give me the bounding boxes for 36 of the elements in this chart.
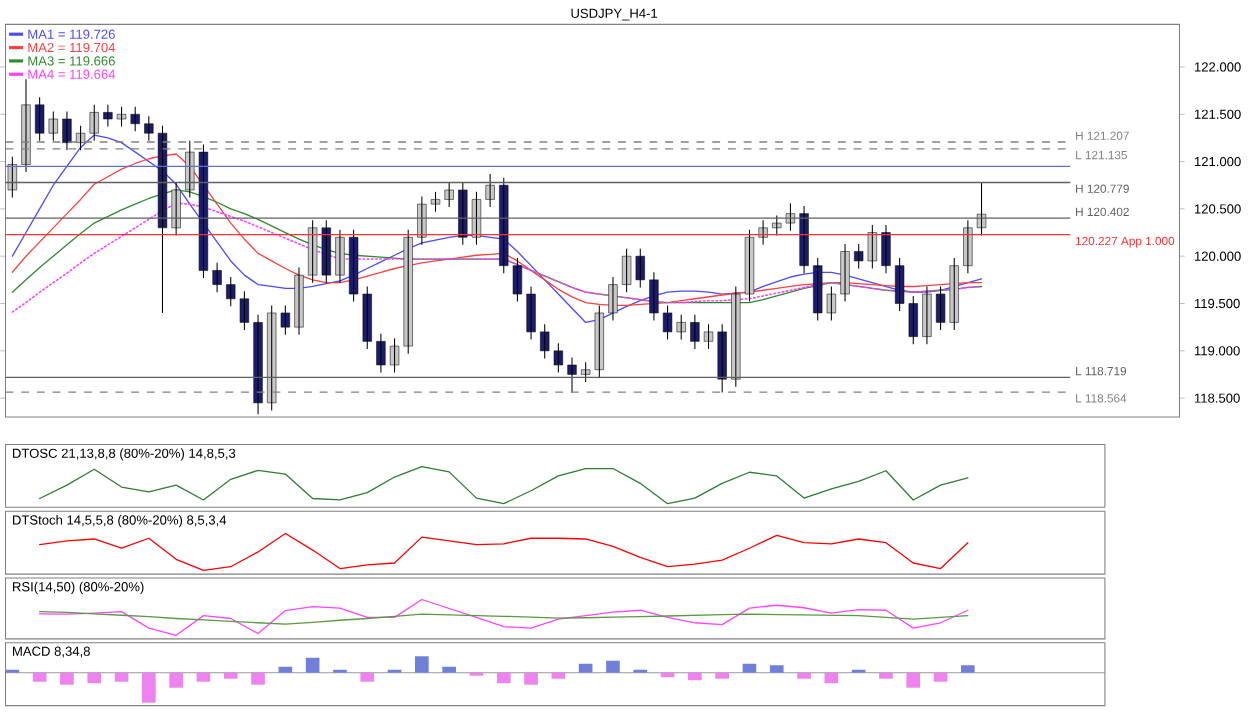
bar [251, 673, 265, 685]
bar [961, 665, 975, 674]
bar [32, 673, 47, 683]
bar [715, 673, 729, 680]
bar [169, 673, 183, 688]
candlestick [608, 276, 618, 322]
bar [114, 673, 129, 683]
bar [196, 673, 211, 683]
bar [496, 673, 511, 684]
bar [60, 673, 74, 685]
bar [305, 658, 320, 674]
bar [797, 673, 811, 680]
bar [879, 673, 893, 680]
bar [551, 673, 566, 680]
candlestick [567, 357, 577, 394]
bar [142, 673, 156, 703]
bar [87, 673, 102, 684]
candlestick [103, 104, 113, 128]
candlestick [7, 156, 17, 199]
bar [906, 673, 921, 688]
bar [688, 673, 702, 681]
bar [606, 661, 620, 674]
candlestick [526, 286, 536, 341]
bar [769, 665, 784, 674]
bar [524, 673, 538, 685]
candlestick [649, 272, 659, 322]
bar [824, 673, 839, 684]
bar [223, 673, 238, 680]
bar [933, 673, 948, 683]
bar [278, 667, 293, 674]
bar [578, 664, 593, 674]
bar [442, 667, 456, 674]
bar [415, 656, 429, 674]
bar [742, 664, 757, 674]
candlestick [376, 333, 386, 374]
bar [360, 673, 375, 683]
